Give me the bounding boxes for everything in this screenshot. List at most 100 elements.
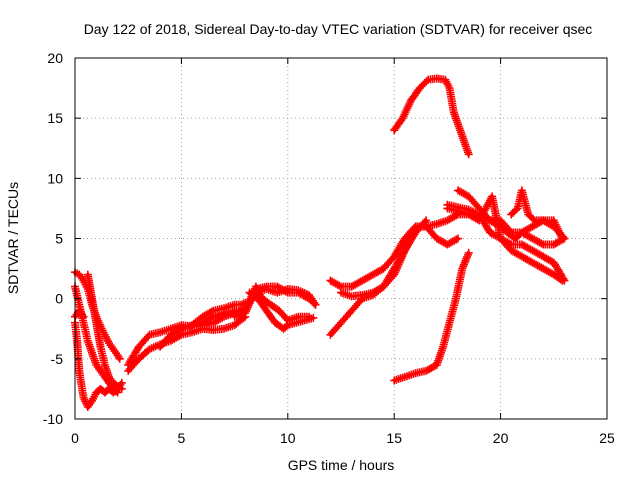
data-point [445,242,449,247]
series-markers [326,222,462,339]
x-tick-label: 5 [178,430,186,446]
data-point [264,285,269,289]
data-point [360,279,364,283]
data-point [98,369,103,373]
data-point [477,206,481,210]
data-point [541,242,545,247]
x-axis-label: GPS time / hours [288,457,395,473]
series-markers [390,248,473,385]
data-point [409,98,413,102]
data-point [520,230,524,235]
data-point [392,128,396,132]
data-point [81,279,86,283]
series-track-10 [245,288,318,333]
x-tick-label: 25 [599,430,615,446]
data-point [169,327,173,331]
data-point [350,285,354,289]
axis-ticks: 0 5 10 15 20 25 -10 -5 0 5 10 15 20 [43,50,615,446]
data-point [98,345,103,349]
data-point [86,339,90,343]
data-point [243,311,247,315]
data-point [441,345,445,349]
data-point [275,285,279,289]
data-point [179,327,183,331]
data-point [505,230,509,235]
data-point [339,321,343,325]
data-point [201,315,205,319]
data-point [211,321,215,325]
data-point [233,303,237,307]
data-point [313,303,318,307]
data-point [190,330,194,334]
data-point [294,321,298,325]
data-point [560,236,564,241]
data-point [169,333,173,337]
data-point [530,236,535,241]
x-tick-label: 15 [386,430,402,446]
data-point [116,384,120,389]
data-point [328,333,332,337]
data-point [435,236,439,241]
data-point [222,327,226,331]
data-point [467,194,471,198]
data-point [460,267,464,271]
y-axis-label: SDTVAR / TECUs [5,182,21,294]
data-point [90,351,94,355]
data-point [111,347,115,351]
data-point [560,279,564,283]
data-point [435,76,439,81]
y-tick-label: 0 [55,291,63,307]
data-point [77,303,81,307]
data-point [94,321,98,325]
data-point [88,285,92,289]
data-point [94,363,98,367]
data-point [118,357,122,361]
series-track-5 [83,270,126,393]
data-point [403,375,407,379]
data-point [81,321,86,325]
data-point [77,369,81,373]
data-point [147,333,152,337]
data-point [552,261,556,265]
y-tick-label: -5 [51,351,64,367]
data-point [447,86,452,90]
data-point [339,285,343,289]
data-point [460,134,464,138]
data-point [269,303,273,307]
x-tick-label: 0 [71,430,79,446]
data-point [211,315,215,319]
data-point [201,323,205,327]
data-point [520,188,524,192]
data-point [111,390,115,395]
data-point [107,387,111,391]
data-point [456,236,460,241]
data-point [90,297,94,301]
y-tick-label: 10 [47,170,63,186]
data-point [424,369,428,373]
data-point [103,390,107,395]
data-point [371,273,375,277]
data-point [296,291,300,295]
data-point [222,315,226,319]
grid [75,58,607,419]
data-point [211,328,215,332]
data-point [360,293,364,297]
data-point [339,291,343,295]
data-point [541,267,545,271]
data-point [447,321,452,325]
data-point [222,306,226,310]
data-point [254,287,258,291]
data-point [456,122,460,126]
data-point [90,399,94,403]
data-point [403,248,407,253]
series-track-13 [326,222,462,339]
data-point [86,405,90,409]
data-point [264,309,269,313]
data-point [456,188,460,192]
data-point [467,208,471,212]
data-point [311,316,315,320]
data-point [467,251,471,255]
data-point [233,323,237,327]
data-point [107,341,111,345]
